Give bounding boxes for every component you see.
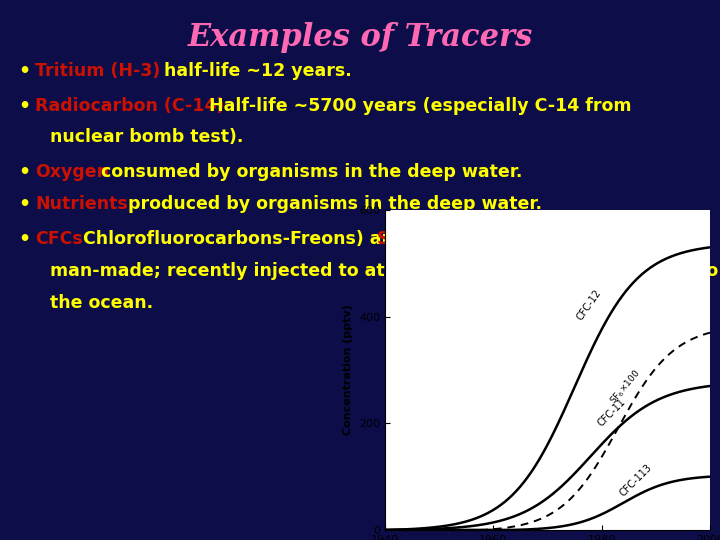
Text: SF$_6$$\times$100: SF$_6$$\times$100 <box>607 368 643 407</box>
Text: Oxygen: Oxygen <box>35 163 109 181</box>
Text: Half-life ~5700 years (especially C-14 from: Half-life ~5700 years (especially C-14 f… <box>197 97 631 115</box>
Text: (sulfur hexafluoride):: (sulfur hexafluoride): <box>400 230 616 248</box>
Text: Radiocarbon (C-14): Radiocarbon (C-14) <box>35 97 225 115</box>
Text: CFC-113: CFC-113 <box>618 462 654 498</box>
Text: consumed by organisms in the deep water.: consumed by organisms in the deep water. <box>89 163 523 181</box>
Text: Nutrients: Nutrients <box>35 195 127 213</box>
Text: the ocean.: the ocean. <box>50 294 153 312</box>
Text: man-made; recently injected to atmosphere, and consequently, into: man-made; recently injected to atmospher… <box>50 262 719 280</box>
Text: Chlorofluorocarbons-Freons) and: Chlorofluorocarbons-Freons) and <box>71 230 413 248</box>
Text: nuclear bomb test).: nuclear bomb test). <box>50 128 243 146</box>
Text: Examples of Tracers: Examples of Tracers <box>187 22 533 53</box>
Text: SF: SF <box>377 230 401 248</box>
Text: CFC-11: CFC-11 <box>596 397 628 429</box>
Y-axis label: Concentration (pptv): Concentration (pptv) <box>343 305 354 435</box>
Text: half-life ~12 years.: half-life ~12 years. <box>152 62 352 80</box>
Text: •: • <box>18 163 30 182</box>
Text: •: • <box>18 62 30 81</box>
Text: 6: 6 <box>395 235 404 248</box>
Text: •: • <box>18 97 30 116</box>
Text: CFC-12: CFC-12 <box>575 288 603 322</box>
Text: •: • <box>18 230 30 249</box>
Text: produced by organisms in the deep water.: produced by organisms in the deep water. <box>116 195 542 213</box>
Text: CFCs: CFCs <box>35 230 83 248</box>
Text: •: • <box>18 195 30 214</box>
Text: Tritium (H-3): Tritium (H-3) <box>35 62 161 80</box>
